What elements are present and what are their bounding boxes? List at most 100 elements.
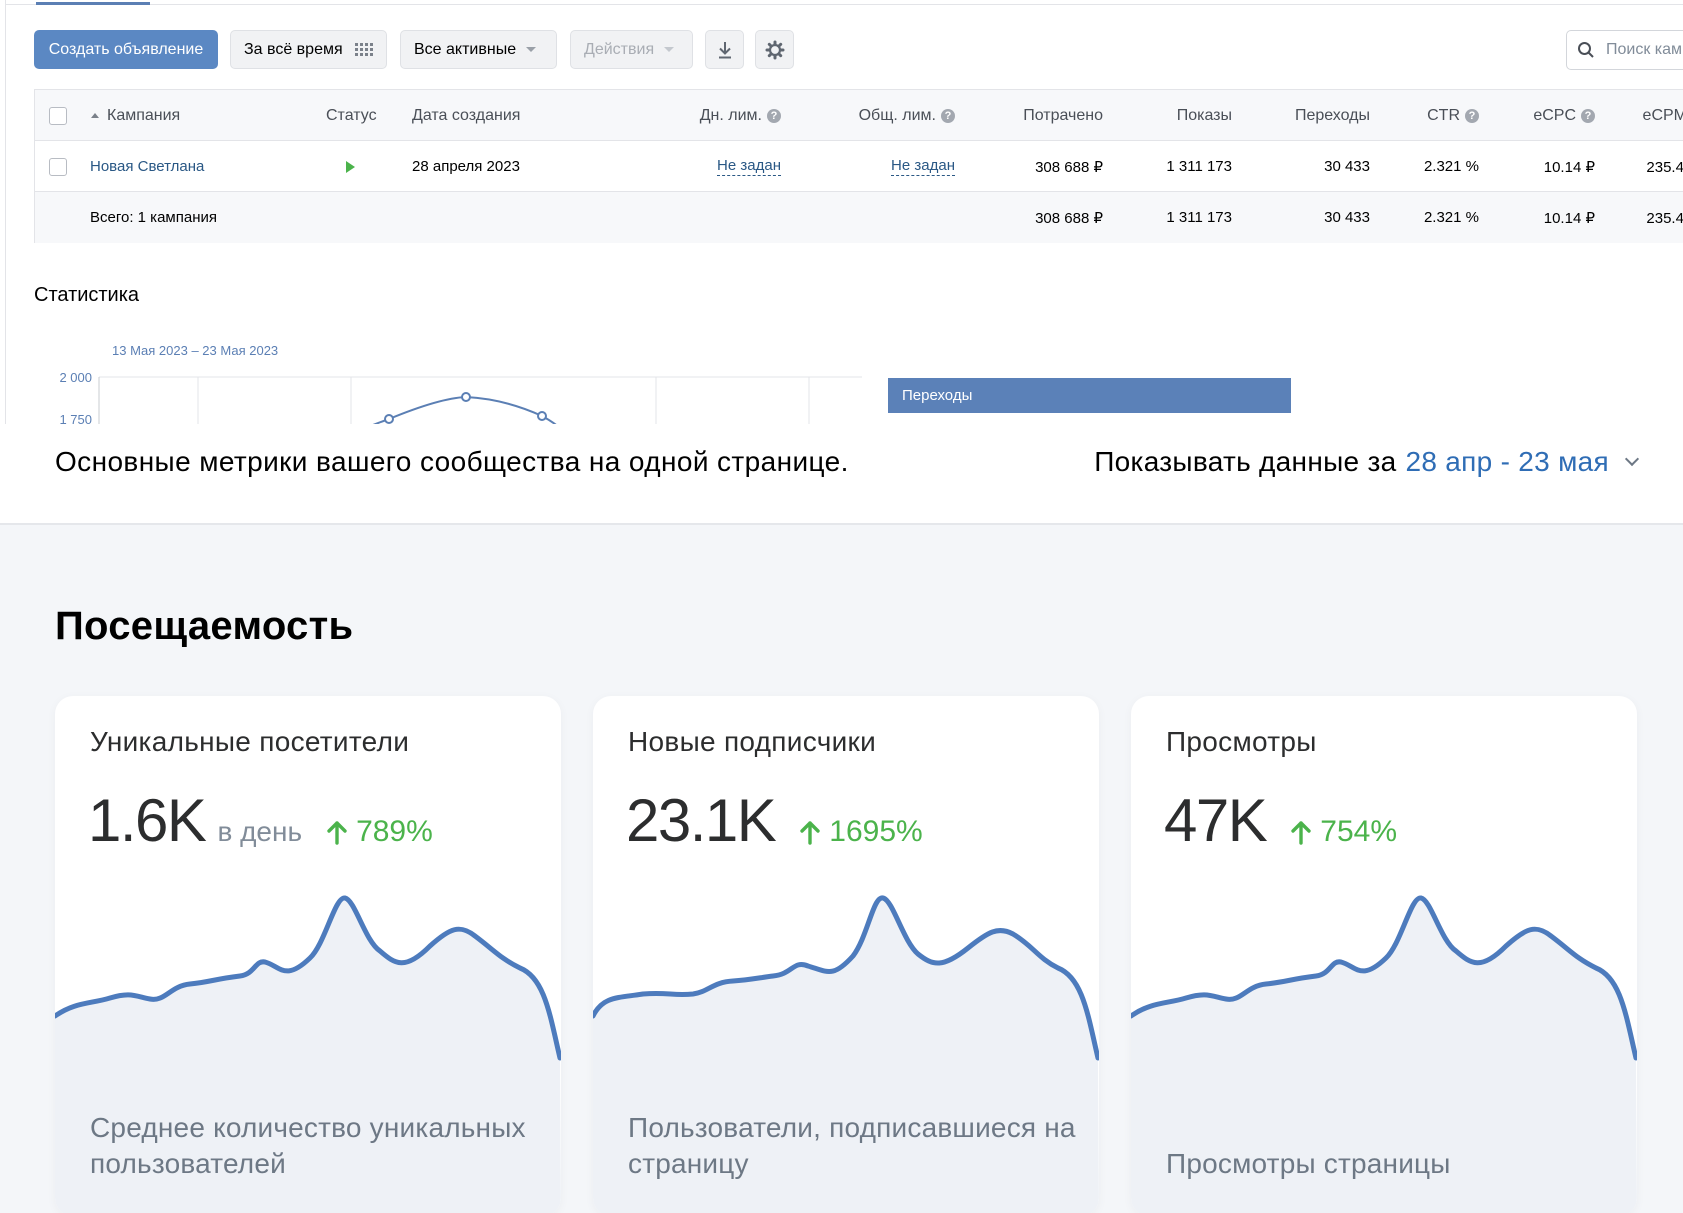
y-tick-label: 1 750 [59, 412, 92, 424]
card-title: Новые подписчики [628, 726, 877, 757]
total-spent: 308 688 ₽ [1035, 209, 1103, 227]
download-icon [718, 41, 731, 58]
column-header-impressions[interactable]: Показы [1176, 106, 1232, 124]
growth-badge: 754% [1290, 815, 1397, 849]
card-description: Пользователи, подписавшиеся на страницу [628, 1112, 1076, 1179]
campaign-search-input[interactable]: Поиск кам [1566, 30, 1683, 70]
metric-card-new-subscribers[interactable]: Новые подписчики 23.1K 1695% Пользовател… [593, 696, 1099, 1213]
period-dropdown-label: За всё время [244, 40, 343, 58]
total-label: Всего: 1 кампания [90, 209, 217, 226]
column-header-status[interactable]: Статус [326, 106, 377, 124]
sparkline-chart [1131, 895, 1637, 1213]
data-point [537, 411, 547, 421]
section-title: Посещаемость [55, 604, 354, 648]
spent-value: 308 688 ₽ [1035, 158, 1103, 176]
sparkline-line [1131, 895, 1637, 1061]
actions-dropdown-label: Действия [584, 40, 655, 58]
help-icon[interactable]: ? [1581, 108, 1595, 123]
status-active-icon[interactable] [346, 141, 355, 192]
ads-cabinet-panel: Создать объявление За всё время Все акти… [0, 0, 1683, 424]
sparkline-area [1131, 897, 1637, 1213]
total-limit-cell[interactable]: Не задан [775, 141, 955, 192]
day-limit-link[interactable]: Не задан [717, 157, 781, 176]
create-ad-button[interactable]: Создать объявление [34, 30, 218, 69]
arrow-up-icon [800, 821, 820, 845]
data-point [384, 414, 394, 424]
clicks-value: 30 433 [1324, 158, 1370, 175]
growth-value: 754% [1320, 815, 1397, 848]
metrics-intro-text: Основные метрики вашего сообщества на од… [55, 446, 849, 477]
legend-item-clicks[interactable]: Переходы [888, 378, 1291, 413]
row-checkbox[interactable] [49, 141, 67, 192]
card-value-row: 23.1K 1695% [626, 786, 923, 855]
period-value[interactable]: 28 апр - 23 мая [1405, 446, 1609, 477]
table-header-row: Кампания Статус Дата создания Дн. лим.? … [35, 90, 1683, 141]
column-header-clicks[interactable]: Переходы [1294, 106, 1370, 124]
sparkline-area [55, 897, 561, 1213]
card-description: Просмотры страницы [1166, 1148, 1451, 1179]
card-title: Просмотры [1166, 726, 1317, 757]
actions-dropdown[interactable]: Действия [570, 30, 693, 69]
growth-badge: 789% [326, 815, 433, 849]
table-row[interactable]: Новая Светлана 28 апреля 2023 Не задан Н… [35, 141, 1683, 192]
metric-value: 1.6K [88, 787, 207, 854]
period-selector[interactable]: Показывать данные за 28 апр - 23 мая [1094, 446, 1640, 478]
created-date: 28 апреля 2023 [412, 158, 520, 175]
arrow-up-icon [327, 821, 347, 845]
table-total-row: Всего: 1 кампания 308 688 ₽ 1 311 173 30… [35, 192, 1683, 243]
column-header-campaign[interactable]: Кампания [91, 90, 180, 141]
column-header-created[interactable]: Дата создания [412, 106, 521, 124]
total-clicks: 30 433 [1324, 209, 1370, 226]
select-all-checkbox[interactable] [49, 90, 67, 141]
growth-badge: 1695% [799, 815, 923, 849]
column-header-ecpc[interactable]: eCPC? [1485, 90, 1595, 141]
metric-card-unique-visitors[interactable]: Уникальные посетители 1.6K в день 789% С… [55, 696, 561, 1213]
active-tab-indicator [36, 2, 150, 5]
card-description: Среднее количество уникальных пользовате… [90, 1112, 526, 1179]
impressions-value: 1 311 173 [1166, 158, 1232, 175]
period-prefix: Показывать данные за [1094, 446, 1397, 477]
chevron-down-icon [526, 47, 537, 52]
metric-value: 23.1K [626, 787, 777, 854]
growth-value: 1695% [829, 815, 923, 848]
column-header-total-limit[interactable]: Общ. лим.? [775, 90, 955, 141]
ecpc-value: 10.14 ₽ [1543, 158, 1595, 176]
card-value-row: 47K 754% [1164, 786, 1397, 855]
settings-button[interactable] [755, 30, 794, 69]
campaigns-table: Кампания Статус Дата создания Дн. лим.? … [34, 89, 1683, 243]
sort-ascending-icon [91, 113, 99, 118]
campaign-name-link[interactable]: Новая Светлана [90, 158, 205, 175]
total-impressions: 1 311 173 [1166, 209, 1232, 226]
total-ecpc: 10.14 ₽ [1543, 209, 1595, 227]
column-header-ecpm[interactable]: eCPM? [1642, 106, 1683, 124]
chevron-down-icon [664, 47, 675, 52]
metric-card-page-views[interactable]: Просмотры 47K 754% Просмотры страницы [1131, 696, 1637, 1213]
column-header-day-limit[interactable]: Дн. лим.? [615, 90, 781, 141]
help-icon[interactable]: ? [941, 108, 955, 123]
total-ctr: 2.321 % [1423, 209, 1479, 226]
column-header-spent[interactable]: Потрачено [1023, 106, 1103, 124]
growth-value: 789% [356, 815, 433, 848]
period-dropdown[interactable]: За всё время [230, 30, 387, 69]
search-icon [1578, 42, 1594, 58]
calendar-grid-icon [354, 43, 373, 56]
status-filter-dropdown[interactable]: Все активные [400, 30, 557, 69]
chevron-down-icon[interactable] [1624, 451, 1640, 467]
metric-unit: в день [217, 816, 303, 847]
help-icon[interactable]: ? [1465, 108, 1479, 123]
total-ecpm: 235.43 ₽ [1646, 209, 1683, 227]
download-button[interactable] [705, 30, 744, 69]
help-icon[interactable]: ? [767, 108, 781, 123]
metrics-header: Основные метрики вашего сообщества на од… [0, 424, 1683, 525]
column-header-ctr[interactable]: CTR? [1375, 90, 1479, 141]
card-value-row: 1.6K в день 789% [88, 786, 433, 855]
sparkline-area [593, 897, 1099, 1213]
tabs-divider [6, 4, 1683, 5]
community-stats-panel: Основные метрики вашего сообщества на од… [0, 424, 1683, 1213]
stats-title: Статистика [34, 284, 140, 306]
panel-border [5, 0, 6, 424]
stats-mini-chart: 2 000 1 750 [59, 370, 862, 424]
total-limit-link[interactable]: Не задан [891, 157, 955, 176]
ctr-value: 2.321 % [1423, 158, 1479, 175]
day-limit-cell[interactable]: Не задан [615, 141, 781, 192]
